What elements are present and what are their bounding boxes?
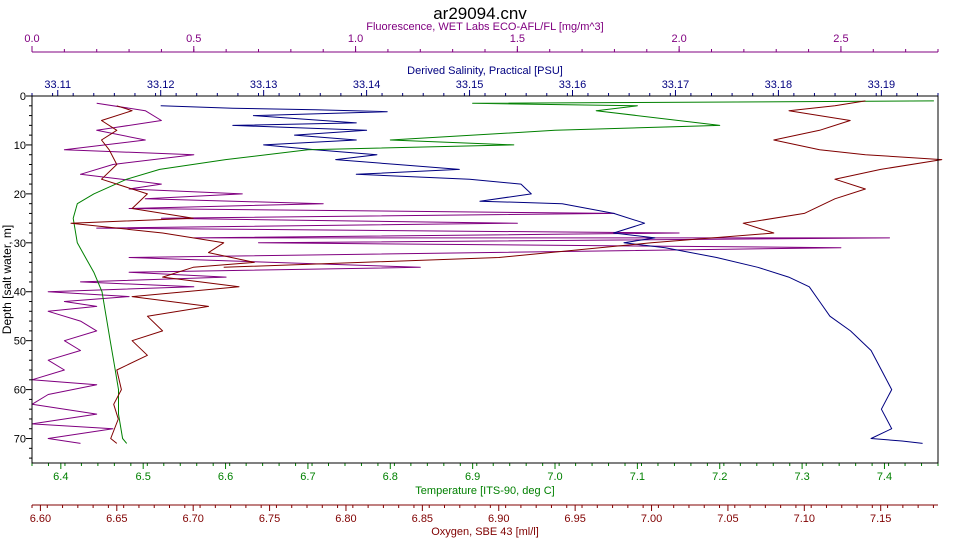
x-tick-label-oxygen: 6.65	[106, 513, 127, 525]
x-tick-label-oxygen: 6.75	[259, 513, 280, 525]
x-tick-label-oxygen: 6.85	[412, 513, 433, 525]
y-axis: 0 10 20 30 40 50 60 70 Depth [salt water, m]	[0, 91, 32, 459]
series-line-fluorescence-0	[31, 102, 890, 444]
x-tick-label-salinity: 33.16	[559, 79, 587, 91]
series-line-oxygen-3	[70, 105, 255, 444]
x-tick-label-fluorescence: 1.5	[510, 33, 525, 45]
x-axis-salinity: 33.11 33.12 33.13 33.14 33.15 33.16 33.17 33.18…	[31, 65, 939, 97]
x-tick-label-oxygen: 7.10	[794, 513, 815, 525]
x-tick-label-temperature: 6.7	[300, 471, 315, 483]
x-tick-label-fluorescence: 0.5	[186, 33, 201, 45]
x-tick-label-temperature: 6.6	[218, 471, 233, 483]
x-tick-label-salinity: 33.17	[662, 79, 690, 91]
x-tick-label-fluorescence: 1.0	[348, 33, 363, 45]
y-tick-label: 70	[14, 434, 26, 446]
series-line-temperature-2	[72, 100, 934, 444]
x-tick-label-salinity: 33.11	[44, 79, 71, 91]
x-axis-oxygen: 6.60 6.65 6.70 6.75 6.80 6.85 6.90 6.95 7.00 7.05…	[30, 504, 938, 538]
x-tick-label-temperature: 7.3	[794, 471, 809, 483]
y-tick-label: 40	[14, 287, 26, 299]
x-tick-label-temperature: 6.8	[383, 471, 398, 483]
y-tick-label: 30	[14, 238, 26, 250]
x-tick-label-temperature: 6.4	[53, 471, 68, 483]
series-layer	[31, 100, 943, 444]
x-tick-label-oxygen: 6.90	[488, 513, 509, 525]
x-tick-label-oxygen: 6.95	[564, 513, 585, 525]
x-axis-title-temperature: Temperature [ITS-90, deg C]	[415, 485, 554, 497]
x-tick-label-oxygen: 6.60	[30, 513, 51, 525]
y-tick-label: 10	[14, 140, 26, 152]
x-tick-label-fluorescence: 2.5	[833, 33, 848, 45]
x-tick-label-temperature: 7.2	[712, 471, 727, 483]
chart-title: ar29094.cnv	[433, 4, 527, 23]
x-axis-title-oxygen: Oxygen, SBE 43 [ml/l]	[431, 526, 539, 538]
x-tick-label-salinity: 33.13	[250, 79, 278, 91]
x-tick-label-temperature: 7.1	[630, 471, 645, 483]
x-tick-label-salinity: 33.15	[456, 79, 484, 91]
series-line-oxygen-4	[223, 100, 943, 268]
x-tick-label-temperature: 6.9	[465, 471, 480, 483]
x-tick-label-salinity: 33.14	[353, 79, 381, 91]
x-tick-label-salinity: 33.19	[868, 79, 896, 91]
x-tick-label-temperature: 6.5	[136, 471, 151, 483]
x-tick-label-salinity: 33.12	[147, 79, 175, 91]
x-tick-label-oxygen: 7.15	[870, 513, 891, 525]
y-axis-title: Depth [salt water, m]	[0, 225, 14, 334]
axes-layer: 0.0 0.5 1.0 1.5 2.0 2.5 Fluorescence, WET Labs…	[0, 21, 939, 538]
x-axis-title-fluorescence: Fluorescence, WET Labs ECO-AFL/FL [mg/m^…	[366, 21, 603, 33]
y-tick-label: 50	[14, 336, 26, 348]
x-axis-temperature: 6.4 6.5 6.6 6.7 6.8 6.9 7.0 7.1 7.2 7.3 7.4 Tempera…	[31, 462, 939, 497]
x-tick-label-temperature: 7.4	[877, 471, 892, 483]
x-tick-label-temperature: 7.0	[547, 471, 562, 483]
x-tick-label-oxygen: 7.00	[641, 513, 662, 525]
plot-frame	[31, 95, 939, 464]
series-line-salinity-1	[160, 105, 923, 444]
x-axis-title-salinity: Derived Salinity, Practical [PSU]	[407, 65, 563, 77]
x-axis-fluorescence: 0.0 0.5 1.0 1.5 2.0 2.5 Fluorescence, WET Labs…	[24, 21, 939, 53]
x-tick-label-fluorescence: 2.0	[671, 33, 686, 45]
x-tick-label-fluorescence: 0.0	[24, 33, 39, 45]
y-tick-label: 20	[14, 189, 26, 201]
x-tick-label-salinity: 33.18	[765, 79, 793, 91]
x-tick-label-oxygen: 7.05	[717, 513, 738, 525]
y-tick-label: 0	[20, 91, 26, 103]
x-tick-label-oxygen: 6.80	[335, 513, 356, 525]
x-tick-label-oxygen: 6.70	[182, 513, 203, 525]
y-tick-label: 60	[14, 385, 26, 397]
